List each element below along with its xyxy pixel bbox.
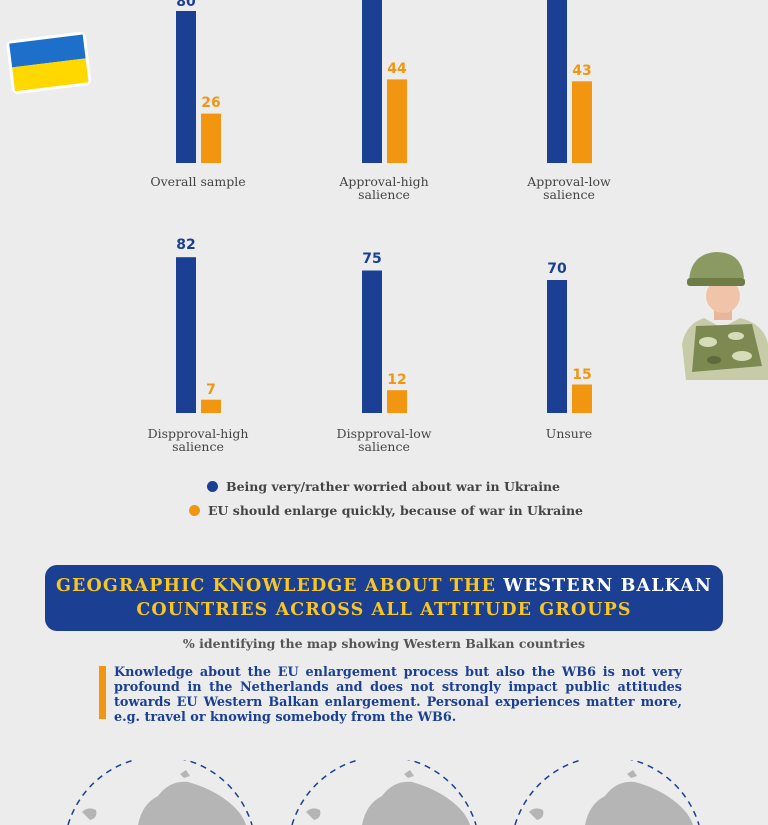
bar-enlarge: [572, 384, 592, 413]
legend-item-worried: Being very/rather worried about war in U…: [207, 479, 560, 494]
bar-value-label: 70: [547, 261, 567, 277]
bar-value-label: 82: [176, 237, 196, 253]
bar-enlarge: [387, 390, 407, 413]
bar-value-label: 7: [206, 382, 216, 398]
bar-value-label: 80: [176, 0, 196, 10]
bar-chart: 80 26 44 43 82 7 75 12 70 15 Overall sam…: [147, 0, 611, 454]
note-accent-bar: [99, 666, 106, 719]
chart-svg: [176, 0, 592, 413]
category-label: Unsure: [545, 426, 593, 441]
bar-enlarge: [201, 113, 221, 163]
bar-worried: [547, 0, 567, 163]
ukraine-flag-icon: [6, 31, 92, 94]
bar-enlarge: [201, 399, 221, 413]
globe-map-icon: [514, 760, 700, 825]
globe-map-icon: [291, 760, 477, 825]
category-label: Dispproval-low salience: [336, 426, 432, 454]
bar-value-label: 75: [362, 251, 382, 267]
soldier-icon: [682, 252, 768, 380]
legend-dot-navy: [207, 481, 218, 492]
bar-worried: [362, 270, 382, 413]
bar-worried: [176, 11, 196, 163]
note-text: Knowledge about the EU enlargement proce…: [114, 665, 682, 725]
bar-worried: [547, 280, 567, 413]
section-title-banner: GEOGRAPHIC KNOWLEDGE ABOUT THE WESTERN B…: [45, 565, 723, 631]
bar-enlarge: [387, 79, 407, 163]
section-subtitle: % identifying the map showing Western Ba…: [182, 636, 586, 651]
bar-value-label: 15: [572, 367, 592, 383]
title-part-white: WESTERN BALKAN: [503, 576, 712, 596]
category-label: Approval-high salience: [339, 174, 429, 202]
bar-enlarge: [572, 81, 592, 163]
title-line2: COUNTRIES ACROSS ALL ATTITUDE GROUPS: [136, 600, 632, 620]
category-label: Overall sample: [150, 174, 246, 189]
bar-worried: [176, 257, 196, 413]
legend-item-enlarge: EU should enlarge quickly, because of wa…: [189, 503, 583, 518]
category-label: Dispproval-high salience: [147, 426, 249, 454]
bar-worried: [362, 0, 382, 163]
bar-value-label: 12: [387, 372, 407, 388]
category-label: Approval-low salience: [527, 174, 611, 202]
title-part-yellow: GEOGRAPHIC KNOWLEDGE ABOUT THE: [56, 576, 497, 596]
bar-value-label: 26: [201, 95, 221, 111]
legend-label: Being very/rather worried about war in U…: [226, 479, 560, 494]
globe-map-icon: [67, 760, 253, 825]
bar-value-label: 44: [387, 61, 407, 77]
bar-value-label: 43: [572, 63, 592, 79]
legend-label: EU should enlarge quickly, because of wa…: [208, 503, 583, 518]
legend-dot-orange: [189, 505, 200, 516]
